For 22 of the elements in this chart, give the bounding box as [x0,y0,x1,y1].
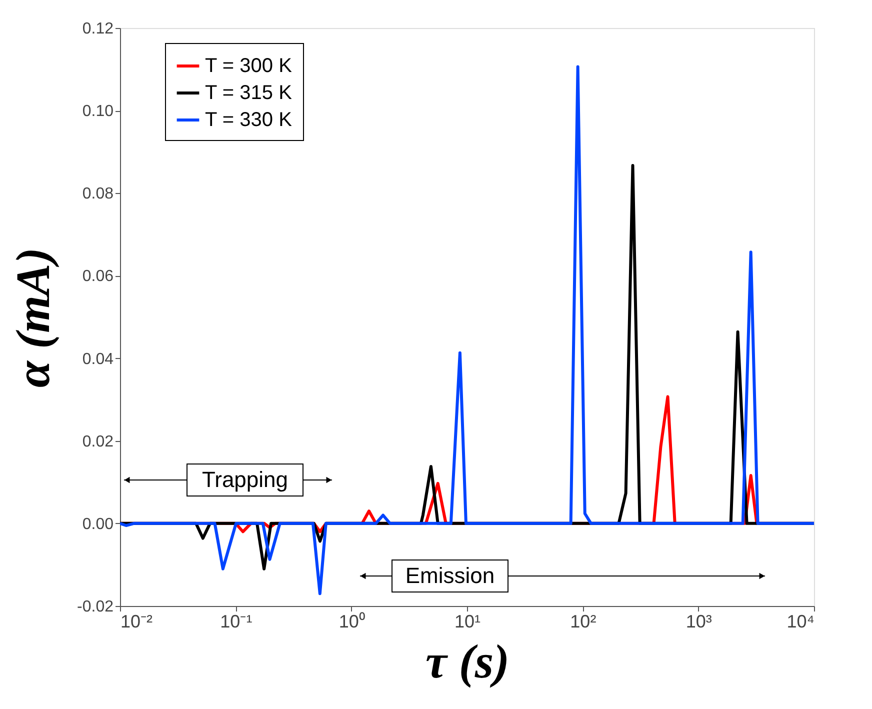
y-tick-label: -0.02 [77,598,114,616]
x-tick-label: 10⁻¹ [220,612,252,632]
x-tick-label: 10⁴ [786,612,814,632]
x-tick-label: 10⁻² [120,612,153,632]
annotation: Emission [405,563,495,588]
y-tick-label: 0.00 [82,516,114,533]
legend-label: T = 300 K [205,55,293,77]
y-tick-label: 0.12 [82,20,114,38]
legend-label: T = 330 K [205,109,293,131]
x-axis-title: τ (s) [426,636,510,688]
x-tick-label: 10¹ [454,612,481,632]
y-tick-label: 0.08 [82,186,114,203]
annotation: Trapping [202,467,288,492]
y-axis-title: α (mA) [7,248,60,388]
y-tick-label: 0.02 [82,433,114,450]
legend-label: T = 315 K [205,82,293,104]
x-tick-label: 10³ [686,612,712,632]
y-tick-label: 0.10 [82,103,114,120]
y-tick-label: 0.04 [82,350,114,368]
x-tick-label: 10² [570,612,596,632]
y-tick-label: 0.06 [82,268,114,286]
x-tick-label: 10⁰ [338,612,365,632]
